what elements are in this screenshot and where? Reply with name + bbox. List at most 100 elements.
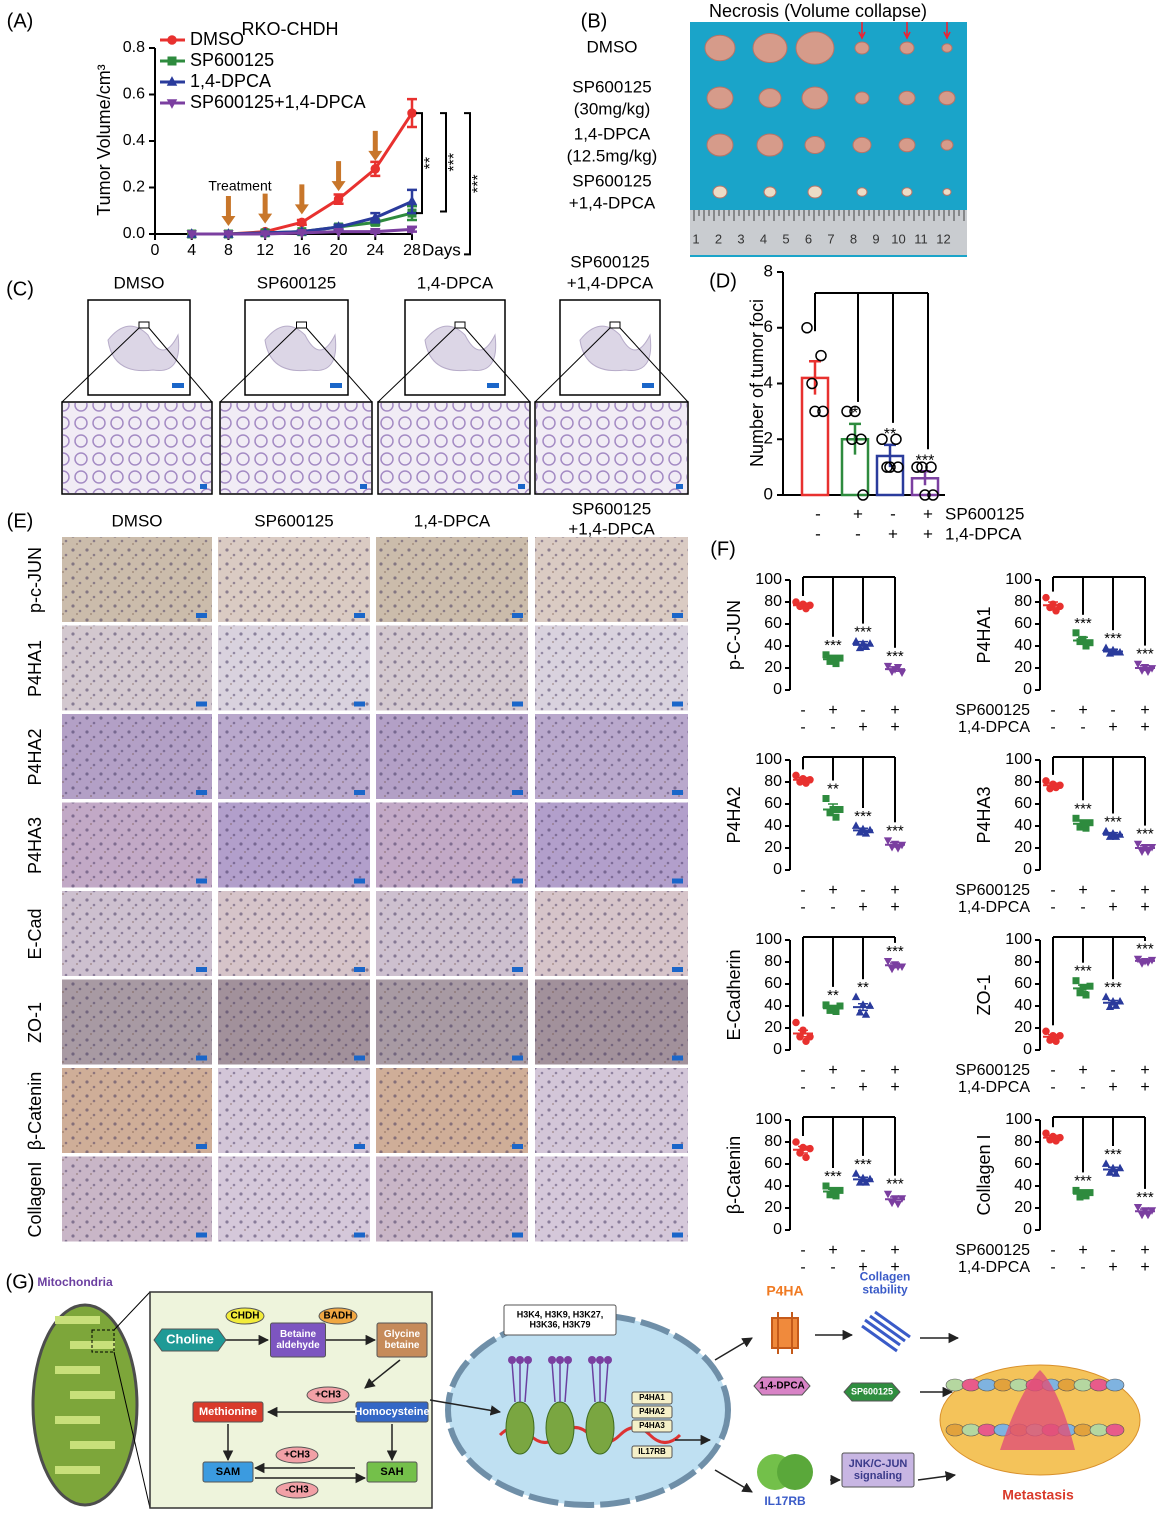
tumor	[752, 33, 788, 63]
condition-sign: -	[800, 899, 805, 916]
scale-bar	[512, 878, 523, 884]
nucleosome	[585, 1401, 615, 1455]
arrow	[429, 1399, 502, 1416]
data-point	[919, 489, 931, 501]
error-bar	[1078, 819, 1088, 828]
panel-label: (E)	[7, 510, 34, 532]
condition-sign: +	[890, 899, 899, 916]
significance: ***	[854, 1156, 872, 1173]
tumor	[940, 139, 954, 151]
node-label: H3K36, H3K79	[529, 1319, 590, 1329]
zoom-line	[113, 1351, 151, 1509]
y-tick-label: 60	[764, 975, 782, 992]
scale-bar	[196, 790, 207, 795]
condition-sign: -	[855, 524, 861, 543]
scale-bar	[512, 790, 523, 795]
error-bar	[1140, 1208, 1150, 1215]
node	[306, 1386, 350, 1404]
scale-bar	[360, 484, 367, 489]
y-tick-label: 20	[1014, 1199, 1032, 1216]
condition-sign: +	[1078, 1242, 1087, 1259]
significance: ***	[824, 1168, 842, 1185]
column-label: SP600125	[570, 252, 649, 271]
node	[202, 1461, 254, 1483]
y-tick-label: 20	[1014, 839, 1032, 856]
y-tick-label: 0	[1023, 681, 1032, 698]
ihc-texture	[62, 1068, 212, 1153]
significance: **	[884, 426, 896, 443]
x-tick-label: 4	[187, 242, 196, 259]
error-bar	[1078, 984, 1088, 993]
ihc-texture	[62, 891, 212, 976]
condition-sign: +	[1140, 1062, 1149, 1079]
error-bar	[1048, 1134, 1058, 1141]
condition-sign: +	[1140, 1079, 1149, 1096]
legend-label: DMSO	[190, 29, 244, 49]
scale-bar	[354, 1144, 365, 1149]
ihc-texture	[535, 802, 688, 888]
ihc-texture	[218, 802, 370, 888]
error-bar	[858, 1176, 868, 1183]
treatment-arrow	[294, 184, 309, 215]
cell	[1089, 1378, 1109, 1392]
node-label: IL17RB	[638, 1447, 666, 1456]
significance: ***	[886, 822, 904, 839]
x-axis-label: Days	[422, 240, 461, 259]
tumor	[795, 31, 835, 65]
marker	[792, 1138, 800, 1146]
marker	[1133, 1204, 1143, 1212]
condition-sign: +	[1078, 882, 1087, 899]
zoom-box	[296, 321, 307, 329]
lung-section	[424, 325, 497, 372]
legend-label: 1,4-DPCA	[190, 71, 271, 91]
data-point	[855, 433, 867, 445]
y-tick-label: 60	[1014, 795, 1032, 812]
marker	[370, 227, 381, 238]
legend-label: SP600125	[190, 50, 274, 70]
ihc-texture	[535, 891, 688, 976]
data-point	[815, 349, 827, 362]
zoom-line	[377, 327, 456, 403]
condition-sign: +	[890, 882, 899, 899]
scale-bar	[196, 701, 207, 707]
treatment-arrow	[258, 193, 273, 224]
y-tick-label: 100	[755, 1111, 782, 1128]
y-axis-label: P4HA3	[974, 786, 994, 843]
y-tick-label: 40	[1014, 637, 1032, 654]
significance: ***	[886, 1176, 904, 1193]
tumor	[807, 185, 823, 199]
zoom-line	[219, 327, 297, 403]
marker	[167, 35, 177, 45]
marker	[186, 230, 197, 240]
marker	[1111, 1169, 1121, 1177]
marker	[1072, 629, 1080, 637]
error-bar	[1108, 831, 1118, 838]
tumor	[852, 136, 872, 154]
node-label: betaine	[384, 1340, 419, 1351]
condition-sign: +	[1140, 719, 1149, 736]
error-bar	[890, 841, 900, 848]
panel-label: (C)	[6, 278, 34, 300]
y-tick-label: 0	[1023, 1221, 1032, 1238]
marker	[832, 1192, 840, 1200]
column-label: DMSO	[114, 273, 165, 292]
marker	[1133, 660, 1143, 669]
y-tick-label: 0	[773, 861, 782, 878]
row-label: (12.5mg/kg)	[567, 146, 658, 165]
photo-title: Necrosis (Volume collapse)	[709, 1, 927, 21]
ihc-texture	[62, 979, 212, 1065]
marker	[1086, 819, 1094, 827]
ihc-texture	[62, 802, 212, 888]
condition-sign: +	[1140, 882, 1149, 899]
tumor	[804, 136, 826, 154]
condition-sign: +	[1078, 1062, 1087, 1079]
row-label: p-c-JUN	[25, 547, 45, 613]
y-tick-label: 0.0	[123, 225, 145, 242]
ihc-texture	[218, 1068, 370, 1153]
significance: ***	[1104, 630, 1122, 647]
condition-sign: -	[1110, 882, 1115, 899]
y-tick-label: 60	[764, 1155, 782, 1172]
y-tick-label: 20	[764, 1199, 782, 1216]
node-label: Collagen	[860, 1270, 911, 1284]
significance: ***	[1136, 1189, 1154, 1206]
